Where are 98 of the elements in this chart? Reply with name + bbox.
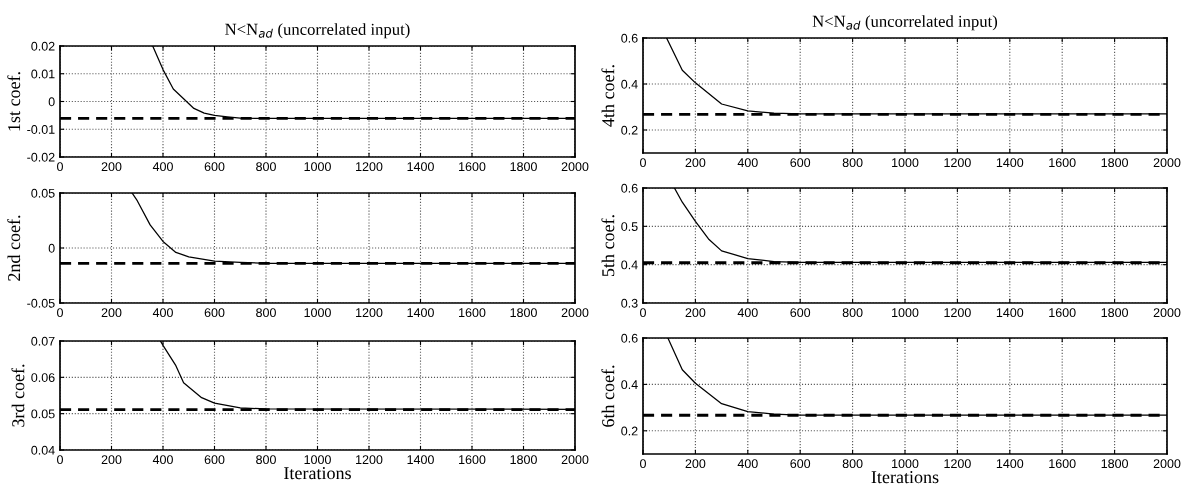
y-tick-label: 0.05	[31, 188, 55, 198]
y-tick-label: 0.4	[621, 260, 638, 270]
x-tick-label: 600	[204, 455, 225, 465]
y-tick-label: 0.3	[621, 298, 638, 308]
x-tick-label: 600	[790, 158, 811, 168]
x-tick-label: 2000	[561, 455, 589, 465]
x-tick-label: 1800	[1101, 459, 1129, 469]
x-axis-title: Iterations	[284, 467, 351, 480]
y-tick-label: 0.04	[31, 445, 55, 455]
x-tick-label: 1000	[304, 308, 331, 318]
y-tick-label: 0.4	[621, 380, 638, 390]
x-tick-label: 800	[256, 455, 276, 465]
x-tick-label: 1600	[459, 308, 486, 318]
y-axis-title: 3rd coef.	[11, 364, 25, 427]
x-tick-label: 400	[737, 308, 758, 318]
x-tick-label: 400	[152, 455, 173, 465]
y-tick-label: 0.2	[621, 426, 638, 436]
x-tick-label: 1600	[459, 455, 486, 465]
x-tick-label: 400	[152, 162, 173, 172]
x-tick-label: 1400	[996, 459, 1024, 469]
x-tick-label: 400	[152, 308, 173, 318]
y-axis-title: 6th coef.	[601, 365, 615, 427]
chart-title: N<N$_{ad}$ (uncorrelated input)	[225, 23, 410, 39]
y-tick-label: 0.4	[621, 79, 638, 89]
x-axis-title: Iterations	[871, 471, 939, 484]
x-tick-label: 0	[57, 455, 63, 465]
y-tick-label: 0.6	[621, 33, 638, 43]
y-tick-label: 0.01	[31, 69, 55, 79]
x-tick-label: 1600	[1049, 459, 1076, 469]
x-tick-label: 1800	[510, 162, 537, 172]
x-tick-label: 1200	[944, 308, 971, 318]
x-tick-label: 600	[790, 308, 811, 318]
x-tick-label: 1600	[459, 162, 486, 172]
x-tick-label: 600	[790, 459, 811, 469]
y-tick-label: 0	[48, 243, 55, 253]
x-tick-label: 1400	[996, 308, 1024, 318]
x-tick-label: 1200	[356, 162, 383, 172]
x-tick-label: 400	[737, 158, 758, 168]
x-tick-label: 800	[256, 308, 276, 318]
y-tick-label: 0.6	[621, 183, 638, 193]
x-tick-label: 1200	[944, 158, 971, 168]
y-axis-title: 4th coef.	[601, 65, 615, 127]
x-tick-label: 1200	[944, 459, 971, 469]
y-tick-label: 0.06	[31, 373, 55, 382]
x-tick-label: 1800	[1101, 308, 1129, 318]
x-tick-label: 800	[256, 162, 276, 172]
x-tick-label: 0	[57, 162, 63, 172]
y-tick-label: 0.6	[621, 333, 638, 343]
x-tick-label: 800	[842, 308, 863, 318]
x-tick-label: 1800	[510, 308, 537, 318]
x-tick-label: 1200	[356, 455, 383, 465]
x-tick-label: 800	[842, 459, 863, 469]
y-tick-label: -0.02	[27, 152, 55, 162]
x-tick-label: 2000	[1153, 308, 1181, 318]
x-tick-label: 1600	[1049, 158, 1076, 168]
y-axis-title: 5th coef.	[601, 215, 615, 277]
x-tick-label: 200	[685, 158, 706, 168]
x-tick-label: 1800	[510, 455, 537, 465]
x-tick-label: 1400	[996, 158, 1024, 168]
y-tick-label: 0.05	[31, 409, 55, 419]
y-tick-label: 0.07	[31, 336, 55, 346]
x-tick-label: 600	[204, 308, 225, 318]
x-tick-label: 200	[101, 162, 122, 172]
x-tick-label: 1400	[407, 455, 434, 465]
x-tick-label: 400	[737, 459, 758, 469]
y-tick-label: 0.5	[621, 222, 638, 231]
y-tick-label: -0.05	[27, 298, 55, 308]
x-tick-label: 1000	[304, 455, 331, 465]
x-tick-label: 2000	[1153, 459, 1181, 469]
y-axis-title: 2nd coef.	[7, 215, 21, 281]
x-tick-label: 0	[57, 308, 63, 318]
x-tick-label: 1000	[892, 158, 919, 168]
y-tick-label: 0.2	[621, 125, 638, 135]
y-tick-label: 0.02	[31, 41, 55, 51]
x-tick-label: 1800	[1101, 158, 1129, 168]
y-tick-label: -0.01	[27, 125, 55, 134]
x-tick-label: 1200	[356, 308, 383, 318]
x-tick-label: 2000	[561, 308, 589, 318]
y-axis-title: 1st coef.	[7, 72, 21, 131]
x-tick-label: 1000	[304, 162, 331, 172]
x-tick-label: 2000	[1153, 158, 1181, 168]
x-tick-label: 1000	[892, 308, 919, 318]
x-tick-label: 600	[204, 162, 225, 172]
x-tick-label: 200	[101, 455, 122, 465]
x-tick-label: 800	[842, 158, 863, 168]
x-tick-label: 1000	[892, 459, 919, 469]
x-tick-label: 1600	[1049, 308, 1076, 318]
x-tick-label: 200	[685, 308, 706, 318]
x-tick-label: 2000	[561, 162, 589, 172]
x-tick-label: 1400	[407, 308, 434, 318]
x-tick-label: 200	[101, 308, 122, 318]
x-tick-label: 0	[640, 459, 646, 469]
x-tick-label: 0	[640, 308, 646, 318]
y-tick-label: 0	[48, 97, 55, 107]
chart-title: N<N$_{ad}$ (uncorrelated input)	[812, 15, 998, 31]
x-tick-label: 200	[685, 459, 706, 469]
x-tick-label: 1400	[407, 162, 434, 172]
x-tick-label: 0	[640, 158, 646, 168]
